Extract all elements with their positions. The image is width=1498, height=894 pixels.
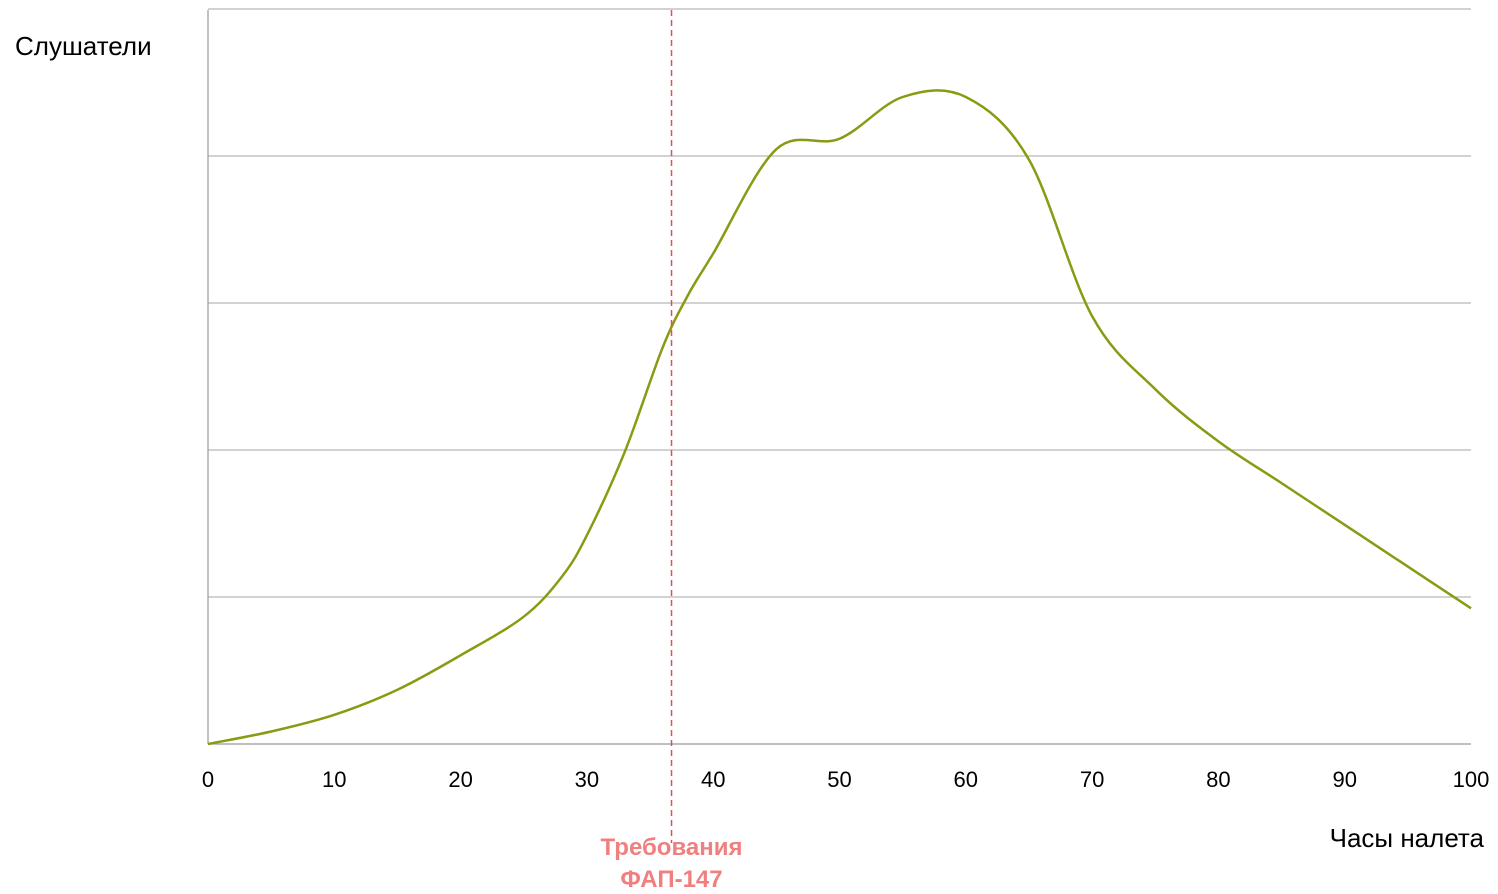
x-tick-label: 20 xyxy=(448,767,472,792)
gridlines xyxy=(208,8,1471,598)
x-tick-label: 60 xyxy=(954,767,978,792)
x-tick-label: 10 xyxy=(322,767,346,792)
x-tick-label: 100 xyxy=(1453,767,1490,792)
y-axis-label: Слушатели xyxy=(15,31,152,61)
x-tick-label: 50 xyxy=(827,767,851,792)
x-tick-label: 40 xyxy=(701,767,725,792)
x-tick-label: 0 xyxy=(202,767,214,792)
requirement-marker-label-line-1: Требования xyxy=(601,834,743,861)
x-tick-label: 80 xyxy=(1206,767,1230,792)
x-tick-label: 30 xyxy=(575,767,599,792)
x-axis-label: Часы налета xyxy=(1330,823,1485,853)
requirement-marker-label-line-2: ФАП-147 xyxy=(620,866,722,893)
x-tick-label: 70 xyxy=(1080,767,1104,792)
series-line xyxy=(207,89,1472,746)
x-tick-labels: 0 10 20 30 40 50 60 70 80 90 100 xyxy=(202,767,1489,792)
x-tick-label: 90 xyxy=(1332,767,1356,792)
